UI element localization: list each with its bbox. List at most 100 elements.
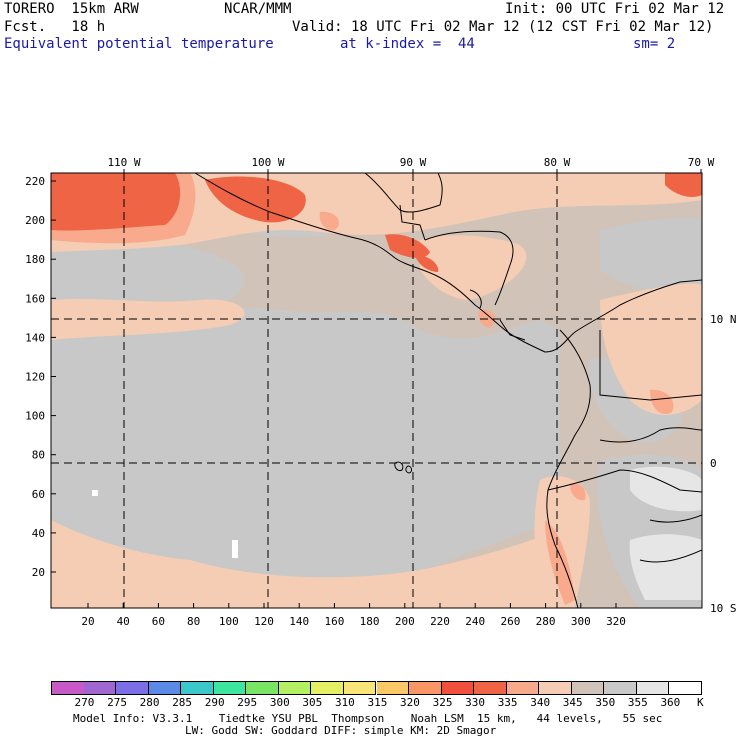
- colorbar-swatch: [474, 681, 507, 695]
- pacific-caribbean-coast: [194, 173, 702, 353]
- model-info-line1: Model Info: V3.3.1 Tiedtke YSU PBL Thomp…: [73, 712, 663, 725]
- colorbar-swatch: [213, 681, 247, 695]
- forecast-hour: Fcst. 18 h: [4, 19, 106, 35]
- right-lat-label: 10 N: [710, 313, 737, 326]
- colorbar-swatch: [636, 681, 670, 695]
- colorbar-label: 305: [302, 696, 323, 709]
- white-speck-1: [92, 490, 98, 496]
- colorbar-swatch: [116, 681, 149, 695]
- bottom-x-label: 300: [571, 615, 591, 628]
- peach-band-south: [51, 520, 560, 608]
- colorbar-swatch: [246, 681, 279, 695]
- colorbar-label: 300: [269, 696, 290, 709]
- colorbar-label: 350: [595, 696, 616, 709]
- colorbar-label: 280: [139, 696, 160, 709]
- colorbar-unit: K: [697, 696, 704, 709]
- theta-e-field: [51, 173, 702, 608]
- top-lon-label: 80 W: [544, 156, 571, 169]
- colorbar-swatch: [506, 681, 540, 695]
- colorbar-swatch: [539, 681, 572, 695]
- red-region-salvador: [415, 255, 439, 272]
- peach-region-central-america: [420, 235, 527, 300]
- top-lon-label: 100 W: [251, 156, 284, 169]
- colorbar-label: 285: [172, 696, 193, 709]
- colombia-brazil-border: [599, 427, 702, 443]
- gray-region-caribbean: [600, 218, 702, 294]
- colorbar-swatch: [604, 681, 637, 695]
- left-y-label: 80: [32, 449, 45, 462]
- bottom-x-label: 320: [606, 615, 626, 628]
- bottom-x-label: 100: [219, 615, 239, 628]
- model-info-line2: LW: Godd SW: Goddard DIFF: simple KM: 2D…: [185, 724, 497, 737]
- left-y-label: 20: [32, 566, 45, 579]
- colorbar-swatch: [51, 681, 85, 695]
- red-region-cuba: [665, 173, 702, 197]
- white-region-1: [630, 466, 702, 512]
- right-lat-label: 0: [710, 457, 717, 470]
- colorbar-label: 325: [432, 696, 453, 709]
- colorbar-swatch: [376, 681, 410, 695]
- left-y-label: 200: [25, 214, 45, 227]
- bottom-x-label: 20: [81, 615, 94, 628]
- colorbar-label: 290: [204, 696, 225, 709]
- model-title: TORERO 15km ARW: [4, 1, 139, 17]
- colorbar-swatch: [571, 681, 605, 695]
- colombia-venezuela-border: [599, 330, 702, 401]
- colorbar-label: 320: [400, 696, 420, 709]
- white-speck-2: [232, 540, 238, 558]
- bottom-x-label: 260: [500, 615, 520, 628]
- guatemala-border: [399, 204, 426, 241]
- top-lon-label: 110 W: [107, 156, 140, 169]
- top-lon-label: 70 W: [688, 156, 715, 169]
- ecuador-peru-border: [547, 469, 702, 493]
- left-y-label: 140: [25, 331, 45, 344]
- left-y-label: 100: [25, 410, 45, 423]
- bottom-x-label: 280: [536, 615, 556, 628]
- peru-brazil-border: [649, 514, 702, 523]
- bottom-x-label: 240: [465, 615, 485, 628]
- colorbar-swatch: [343, 681, 377, 695]
- init-time: Init: 00 UTC Fri 02 Mar 12: [505, 1, 725, 17]
- colorbar-swatch: [441, 681, 475, 695]
- colorbar-label: 340: [530, 696, 551, 709]
- colorbar-label: 330: [465, 696, 486, 709]
- left-y-label: 60: [32, 488, 45, 501]
- colorbar-swatch: [148, 681, 182, 695]
- bottom-x-label: 40: [117, 615, 130, 628]
- salmon-region-small: [319, 211, 340, 231]
- valid-time: Valid: 18 UTC Fri 02 Mar 12 (12 CST Fri …: [292, 19, 714, 35]
- colorbar-label: 275: [107, 696, 127, 709]
- colorbar-swatch: [181, 681, 214, 695]
- bottom-x-label: 80: [187, 615, 200, 628]
- colorbar-swatch: [83, 681, 117, 695]
- bolivia-border: [639, 549, 702, 563]
- honduras-coast: [424, 230, 514, 306]
- nicaragua-border: [469, 289, 482, 309]
- bottom-x-label: 200: [395, 615, 415, 628]
- colorbar-label: 310: [334, 696, 355, 709]
- colorbar-label: 270: [74, 696, 95, 709]
- colorbar-label: 315: [367, 696, 388, 709]
- white-region-2: [629, 534, 702, 600]
- salmon-region-ecuador: [570, 483, 586, 501]
- level-label: at k-index = 44: [340, 36, 475, 52]
- org-label: NCAR/MMM: [224, 1, 292, 17]
- salmon-region-peru: [545, 520, 575, 605]
- left-y-label: 40: [32, 527, 45, 540]
- gray-ocean-region: [51, 307, 560, 595]
- graticule: [51, 173, 702, 608]
- red-region-mexico: [205, 176, 306, 223]
- colorbar-swatch: [311, 681, 344, 695]
- colorbar-label: 360: [660, 696, 681, 709]
- bottom-x-label: 160: [324, 615, 344, 628]
- bottom-x-label: 220: [430, 615, 450, 628]
- peach-region-andes: [534, 476, 590, 608]
- bottom-x-label: 140: [289, 615, 309, 628]
- red-region-guatemala: [385, 234, 430, 258]
- salmon-region-venezuela: [650, 389, 674, 414]
- colorbar-label: 335: [497, 696, 518, 709]
- axis-labels: 110 W 100 W 90 W 80 W 70 W 10 N 0 10 S 220 200 180…: [25, 156, 736, 628]
- coastlines: [194, 173, 702, 608]
- smoothing-label: sm= 2: [633, 36, 676, 52]
- colorbar-label: 355: [627, 696, 648, 709]
